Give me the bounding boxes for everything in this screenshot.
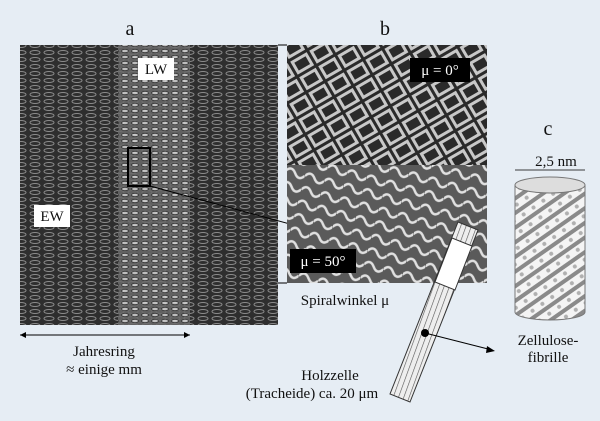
latewood-label: LW	[145, 62, 168, 78]
panel-label: b	[380, 18, 390, 40]
cell-caption: (Tracheide) ca. 20 μm	[246, 386, 379, 402]
caption: Spiralwinkel μ	[301, 293, 389, 309]
pointer	[425, 333, 492, 350]
fibril	[515, 185, 585, 320]
width-label: 2,5 nm	[535, 154, 577, 170]
page: a LW EW Jahresring ≈ einige mm b μ = 0° …	[0, 0, 600, 421]
figure: a LW EW Jahresring ≈ einige mm b μ = 0° …	[0, 0, 600, 421]
fibril-top	[515, 177, 585, 193]
angle-label: μ = 0°	[421, 63, 459, 79]
fibril-caption: Zellulose-	[518, 333, 579, 349]
angle-label: μ = 50°	[301, 254, 346, 270]
panel-label: c	[544, 118, 553, 140]
fibril-caption: fibrille	[528, 350, 569, 366]
cell-caption: Holzzelle	[301, 368, 359, 384]
panel-label: a	[126, 18, 135, 40]
arrow-head	[486, 346, 495, 353]
ring-label: Jahresring	[73, 344, 135, 360]
ring-label: ≈ einige mm	[66, 362, 142, 378]
earlywood-label: EW	[40, 209, 64, 225]
